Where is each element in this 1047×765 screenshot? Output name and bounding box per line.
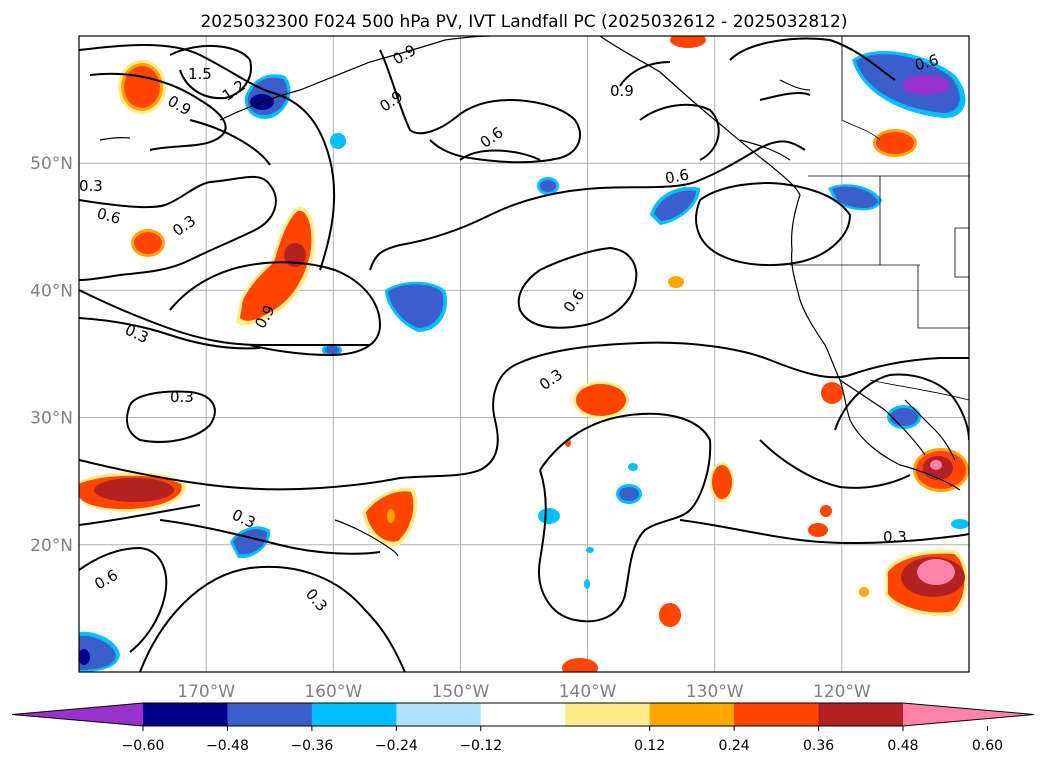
anomaly-blob (236, 206, 316, 326)
lat-tick-label: 20°N (30, 536, 73, 556)
anomaly-blob (885, 549, 968, 617)
anomaly-blob (385, 281, 447, 332)
anomaly-blob (118, 60, 166, 114)
anomaly-blob (659, 603, 681, 627)
anomaly-blob (565, 276, 869, 597)
anomaly-blob (650, 186, 700, 225)
anomaly-blob (873, 129, 917, 157)
longitude-tick-labels: 170°W 160°W 150°W 140°W 130°W 120°W (177, 682, 871, 702)
colorbar-segment (227, 703, 313, 726)
colorbar-segment (565, 703, 651, 726)
colorbar-extend-high (903, 703, 1034, 726)
colorbar-tick-label: 0.36 (803, 738, 834, 754)
colorbar-tick-label: 0.48 (887, 738, 918, 754)
colorbar-segment (734, 703, 820, 726)
anomaly-blob (562, 658, 598, 672)
colorbar-tick-label: −0.60 (122, 738, 165, 754)
anomaly-blob (616, 484, 642, 504)
colorbar-tick-label: −0.48 (206, 738, 249, 754)
anomaly-blob (79, 472, 187, 513)
colorbar-tick-label: −0.24 (375, 738, 418, 754)
colorbar-extend-low (12, 703, 143, 726)
lon-tick-label: 150°W (432, 682, 490, 702)
anomaly-blob (828, 184, 882, 211)
anomaly-blob (821, 382, 843, 404)
contour-label: 0.6 (664, 166, 691, 188)
lon-tick-label: 130°W (686, 682, 744, 702)
contour-label: 0.9 (610, 82, 634, 100)
map-border (78, 35, 970, 673)
lon-tick-label: 170°W (177, 682, 235, 702)
contour-label: 0.3 (883, 528, 907, 546)
colorbar-segment (480, 703, 566, 726)
political-borders (790, 36, 969, 401)
contour-label: 0.6 (95, 204, 123, 228)
map-title: 2025032300 F024 500 hPa PV, IVT Landfall… (200, 12, 847, 32)
colorbar-segment (649, 703, 735, 726)
colorbar-segment (396, 703, 482, 726)
contour-label: 0.3 (170, 388, 194, 406)
anomaly-blob (79, 631, 120, 672)
pv-negative-anomalies (79, 51, 969, 672)
anomaly-blob (710, 462, 734, 502)
anomaly-blob (362, 487, 418, 546)
colorbar-tick-label: 0.12 (634, 738, 665, 754)
colorbar: −0.60 −0.48 −0.36 −0.24 −0.12 0.12 0.24 0.36 0.4… (11, 702, 1035, 754)
contour-label: 0.6 (913, 51, 941, 75)
anomaly-blob (670, 36, 706, 48)
anomaly-blob (852, 51, 966, 119)
lon-tick-label: 160°W (304, 682, 362, 702)
colorbar-segment (143, 703, 228, 726)
anomaly-blob (322, 133, 969, 589)
pv-contours (79, 37, 969, 672)
map-area (79, 36, 969, 672)
anomaly-blob (573, 381, 629, 419)
pv-positive-anomalies (79, 36, 969, 672)
colorbar-tick-label: 0.24 (719, 738, 750, 754)
coastlines (99, 36, 961, 557)
contour-label: 0.3 (79, 177, 103, 195)
colorbar-tick-label: 0.60 (972, 738, 1003, 754)
lat-tick-label: 40°N (30, 281, 73, 301)
colorbar-segment (311, 703, 397, 726)
colorbar-tick-label: −0.36 (290, 738, 333, 754)
colorbar-tick-label: −0.12 (459, 738, 502, 754)
lat-tick-label: 30°N (30, 409, 73, 429)
latitude-tick-labels: 20°N 30°N 40°N 50°N (30, 154, 73, 556)
lon-tick-label: 140°W (559, 682, 617, 702)
anomaly-blob (913, 448, 969, 492)
lat-tick-label: 50°N (30, 154, 73, 174)
colorbar-segment (818, 703, 904, 726)
lon-tick-label: 120°W (813, 682, 871, 702)
anomaly-blob (131, 229, 165, 257)
contour-label: 1.5 (188, 65, 212, 83)
